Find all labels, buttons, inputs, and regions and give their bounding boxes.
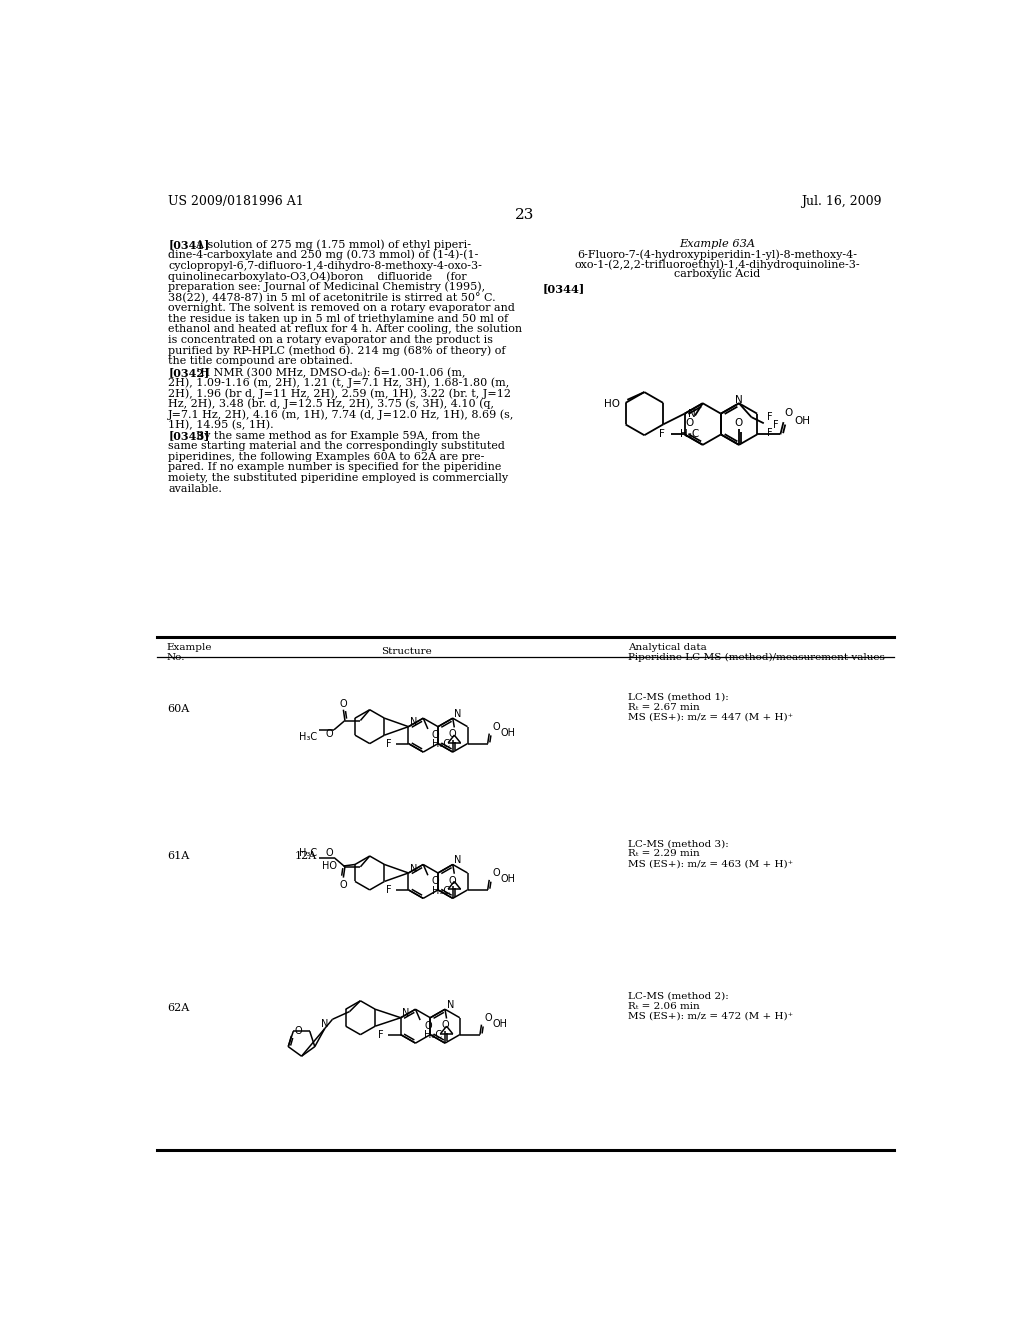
Text: N: N: [410, 863, 418, 874]
Text: purified by RP-HPLC (method 6). 214 mg (68% of theory) of: purified by RP-HPLC (method 6). 214 mg (…: [168, 346, 506, 356]
Text: H₃C: H₃C: [432, 739, 450, 750]
Text: Rₜ = 2.67 min: Rₜ = 2.67 min: [628, 702, 699, 711]
Text: O: O: [493, 869, 500, 878]
Text: dine-4-carboxylate and 250 mg (0.73 mmol) of (1-4)-(1-: dine-4-carboxylate and 250 mg (0.73 mmol…: [168, 249, 478, 260]
Text: H₃C: H₃C: [299, 733, 317, 742]
Text: carboxylic Acid: carboxylic Acid: [674, 269, 760, 280]
Text: H₃C: H₃C: [680, 429, 699, 440]
Text: O: O: [340, 880, 347, 890]
Text: moiety, the substituted piperidine employed is commercially: moiety, the substituted piperidine emplo…: [168, 473, 509, 483]
Text: the title compound are obtained.: the title compound are obtained.: [168, 356, 353, 366]
Text: F: F: [767, 428, 772, 437]
Text: OH: OH: [795, 416, 810, 425]
Text: N: N: [322, 1019, 329, 1028]
Text: 1H), 14.95 (s, 1H).: 1H), 14.95 (s, 1H).: [168, 420, 274, 430]
Text: Hz, 2H), 3.48 (br. d, J=12.5 Hz, 2H), 3.75 (s, 3H), 4.10 (q,: Hz, 2H), 3.48 (br. d, J=12.5 Hz, 2H), 3.…: [168, 399, 495, 409]
Text: Example: Example: [167, 644, 212, 652]
Text: H₃C: H₃C: [424, 1031, 442, 1040]
Text: N: N: [455, 709, 462, 719]
Text: 62A: 62A: [167, 1003, 189, 1012]
Text: Analytical data: Analytical data: [628, 644, 707, 652]
Text: O: O: [424, 1022, 432, 1031]
Text: LC-MS (method 2):: LC-MS (method 2):: [628, 991, 729, 1001]
Text: 60A: 60A: [167, 705, 189, 714]
Text: [0342]: [0342]: [168, 367, 210, 378]
Text: US 2009/0181996 A1: US 2009/0181996 A1: [168, 195, 304, 209]
Text: overnight. The solvent is removed on a rotary evaporator and: overnight. The solvent is removed on a r…: [168, 304, 515, 313]
Text: N: N: [410, 718, 418, 727]
Text: pared. If no example number is specified for the piperidine: pared. If no example number is specified…: [168, 462, 502, 473]
Text: Rₜ = 2.06 min: Rₜ = 2.06 min: [628, 1002, 699, 1011]
Text: By the same method as for Example 59A, from the: By the same method as for Example 59A, f…: [189, 430, 480, 441]
Text: O: O: [484, 1012, 493, 1023]
Text: HO: HO: [322, 861, 337, 871]
Text: N: N: [688, 409, 695, 418]
Text: O: O: [493, 722, 500, 731]
Text: O: O: [432, 876, 439, 887]
Text: O: O: [340, 698, 347, 709]
Text: Jul. 16, 2009: Jul. 16, 2009: [801, 195, 882, 209]
Text: O: O: [326, 730, 333, 739]
Text: Rₜ = 2.29 min: Rₜ = 2.29 min: [628, 849, 699, 858]
Text: F: F: [386, 739, 391, 748]
Text: O: O: [326, 847, 333, 858]
Text: is concentrated on a rotary evaporator and the product is: is concentrated on a rotary evaporator a…: [168, 335, 494, 345]
Text: 61A: 61A: [167, 850, 189, 861]
Text: F: F: [659, 429, 666, 440]
Text: LC-MS (method 1):: LC-MS (method 1):: [628, 693, 729, 702]
Text: F: F: [378, 1030, 384, 1040]
Text: available.: available.: [168, 483, 222, 494]
Text: MS (ES+): m/z = 463 (M + H)⁺: MS (ES+): m/z = 463 (M + H)⁺: [628, 859, 793, 869]
Text: N: N: [455, 855, 462, 866]
Text: 2H), 1.09-1.16 (m, 2H), 1.21 (t, J=7.1 Hz, 3H), 1.68-1.80 (m,: 2H), 1.09-1.16 (m, 2H), 1.21 (t, J=7.1 H…: [168, 378, 510, 388]
Text: 2H), 1.96 (br d, J=11 Hz, 2H), 2.59 (m, 1H), 3.22 (br. t, J=12: 2H), 1.96 (br d, J=11 Hz, 2H), 2.59 (m, …: [168, 388, 511, 399]
Text: H₃C: H₃C: [432, 886, 450, 896]
Text: N: N: [446, 1001, 454, 1010]
Text: [0341]: [0341]: [168, 239, 210, 251]
Text: 6-Fluoro-7-(4-hydroxypiperidin-1-yl)-8-methoxy-4-: 6-Fluoro-7-(4-hydroxypiperidin-1-yl)-8-m…: [577, 249, 857, 260]
Text: the residue is taken up in 5 ml of triethylamine and 50 ml of: the residue is taken up in 5 ml of triet…: [168, 314, 509, 323]
Text: quinolinecarboxylato-O3,O4)boron    difluoride    (for: quinolinecarboxylato-O3,O4)boron difluor…: [168, 271, 467, 281]
Text: Piperidine LC-MS (method)/measurement values: Piperidine LC-MS (method)/measurement va…: [628, 653, 885, 661]
Text: O: O: [432, 730, 439, 741]
Text: MS (ES+): m/z = 472 (M + H)⁺: MS (ES+): m/z = 472 (M + H)⁺: [628, 1011, 793, 1020]
Text: piperidines, the following Examples 60A to 62A are pre-: piperidines, the following Examples 60A …: [168, 451, 484, 462]
Text: O: O: [685, 418, 693, 428]
Text: [0344]: [0344]: [543, 284, 585, 294]
Text: OH: OH: [500, 874, 515, 884]
Text: 12A: 12A: [295, 850, 316, 861]
Text: H₃C: H₃C: [299, 847, 317, 858]
Text: F: F: [767, 412, 772, 422]
Text: oxo-1-(2,2,2-trifluoroethyl)-1,4-dihydroquinoline-3-: oxo-1-(2,2,2-trifluoroethyl)-1,4-dihydro…: [574, 259, 860, 269]
Text: 23: 23: [515, 209, 535, 223]
Text: MS (ES+): m/z = 447 (M + H)⁺: MS (ES+): m/z = 447 (M + H)⁺: [628, 713, 793, 722]
Text: Example 63A: Example 63A: [679, 239, 755, 249]
Text: OH: OH: [493, 1019, 507, 1028]
Text: cyclopropyl-6,7-difluoro-1,4-dihydro-8-methoxy-4-oxo-3-: cyclopropyl-6,7-difluoro-1,4-dihydro-8-m…: [168, 260, 482, 271]
Text: ethanol and heated at reflux for 4 h. After cooling, the solution: ethanol and heated at reflux for 4 h. Af…: [168, 325, 522, 334]
Text: O: O: [449, 875, 457, 886]
Text: HO: HO: [604, 399, 620, 409]
Text: O: O: [441, 1020, 449, 1031]
Text: O: O: [295, 1026, 302, 1036]
Text: J=7.1 Hz, 2H), 4.16 (m, 1H), 7.74 (d, J=12.0 Hz, 1H), 8.69 (s,: J=7.1 Hz, 2H), 4.16 (m, 1H), 7.74 (d, J=…: [168, 409, 515, 420]
Text: O: O: [784, 408, 793, 418]
Text: O: O: [449, 730, 457, 739]
Text: [0343]: [0343]: [168, 430, 210, 441]
Text: LC-MS (method 3):: LC-MS (method 3):: [628, 840, 729, 847]
Text: ¹H NMR (300 MHz, DMSO-d₆): δ=1.00-1.06 (m,: ¹H NMR (300 MHz, DMSO-d₆): δ=1.00-1.06 (…: [189, 367, 466, 378]
Text: O: O: [735, 418, 743, 428]
Text: A solution of 275 mg (1.75 mmol) of ethyl piperi-: A solution of 275 mg (1.75 mmol) of ethy…: [189, 239, 471, 249]
Text: N: N: [402, 1008, 410, 1019]
Text: N: N: [735, 395, 742, 405]
Text: same starting material and the correspondingly substituted: same starting material and the correspon…: [168, 441, 505, 451]
Text: F: F: [386, 884, 391, 895]
Text: OH: OH: [500, 727, 515, 738]
Text: 38(22), 4478-87) in 5 ml of acetonitrile is stirred at 50° C.: 38(22), 4478-87) in 5 ml of acetonitrile…: [168, 293, 496, 304]
Text: No.: No.: [167, 653, 185, 661]
Text: Structure: Structure: [382, 647, 432, 656]
Text: preparation see: Journal of Medicinal Chemistry (1995),: preparation see: Journal of Medicinal Ch…: [168, 281, 485, 292]
Text: F: F: [773, 420, 778, 430]
